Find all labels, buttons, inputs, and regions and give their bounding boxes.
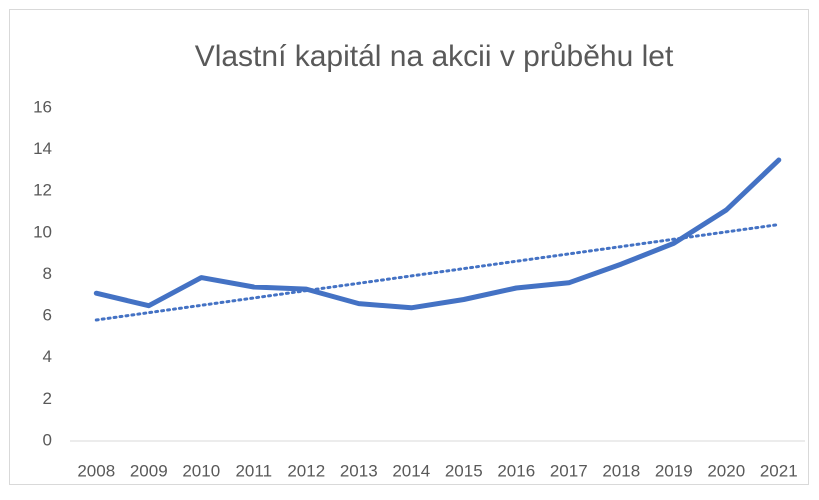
y-tick-label: 14	[33, 139, 52, 158]
x-tick-label: 2013	[340, 461, 378, 480]
y-tick-label: 2	[43, 389, 52, 408]
y-tick-label: 16	[33, 97, 52, 116]
y-tick-label: 0	[43, 430, 52, 449]
x-tick-label: 2016	[497, 461, 535, 480]
x-tick-label: 2015	[445, 461, 483, 480]
y-tick-label: 12	[33, 181, 52, 200]
x-tick-label: 2020	[707, 461, 745, 480]
y-tick-label: 4	[43, 347, 52, 366]
data-line	[93, 157, 782, 311]
x-tick-label: 2014	[392, 461, 430, 480]
x-tick-label: 2012	[287, 461, 325, 480]
chart-title: Vlastní kapitál na akcii v průběhu let	[195, 40, 674, 73]
x-tick-label: 2018	[602, 461, 640, 480]
y-tick-label: 6	[43, 306, 52, 325]
x-tick-label: 2011	[235, 461, 272, 480]
x-tick-label: 2021	[760, 461, 798, 480]
x-tick-label: 2010	[182, 461, 220, 480]
y-tick-label: 8	[43, 264, 52, 283]
x-tick-label: 2009	[130, 461, 168, 480]
y-tick-label: 10	[33, 222, 52, 241]
chart-frame	[9, 9, 809, 485]
x-tick-label: 2019	[655, 461, 693, 480]
x-tick-label: 2008	[77, 461, 115, 480]
x-tick-label: 2017	[550, 461, 588, 480]
trendline	[94, 223, 781, 322]
